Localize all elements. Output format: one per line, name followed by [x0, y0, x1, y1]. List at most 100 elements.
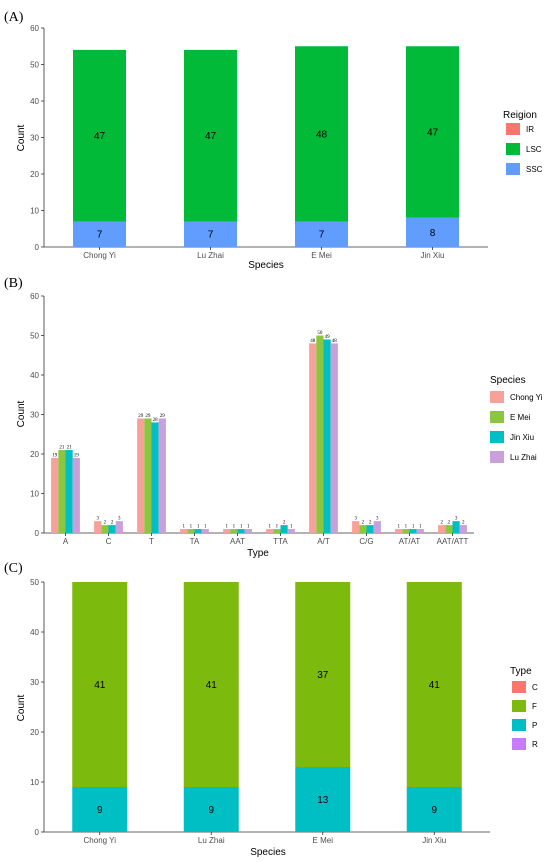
panel-b-y-tick-label: 50: [30, 332, 39, 341]
panel-b-bar-lu-zhai: [287, 529, 295, 533]
panel-b-y-tick-label: 0: [35, 529, 40, 538]
panel-c-y-tick-label: 20: [30, 728, 39, 737]
panel-b-x-tick-label: T: [149, 537, 154, 546]
panel-b-bar-chong-yi: [137, 418, 145, 533]
panel-b-bar-value-label: 48: [310, 339, 316, 344]
panel-c-y-tick-label: 50: [30, 578, 39, 587]
panel-b-bar-value-label: 3: [455, 517, 458, 522]
panel-b-bar-jin-xiu: [409, 529, 417, 533]
panel-c-segment-label: 9: [208, 805, 214, 816]
panel-b-y-tick-label: 60: [30, 292, 39, 301]
panel-b-bar-e-mei: [402, 529, 410, 533]
panel-b-bar-e-mei: [359, 525, 367, 533]
panel-c-legend-title: Type: [510, 666, 532, 677]
panel-b-bar-chong-yi: [180, 529, 188, 533]
panel-b-y-tick-label: 40: [30, 371, 39, 380]
panel-c-segment-label: 41: [206, 680, 218, 691]
panel-a-segment-label: 7: [208, 230, 214, 241]
panel-c-bar-f: [295, 582, 351, 767]
panel-label-b: (B): [4, 276, 23, 291]
panel-b-bar-value-label: 49: [325, 335, 331, 340]
panel-b-bar-lu-zhai: [115, 521, 123, 533]
panel-b-x-tick-label: A/T: [317, 537, 330, 546]
panel-b-bar-lu-zhai: [373, 521, 381, 533]
panel-b-x-tick-label: A: [63, 537, 69, 546]
panel-b-bar-value-label: 1: [247, 525, 250, 530]
panel-c-bar-f: [72, 582, 128, 787]
panel-b-bar-jin-xiu: [323, 339, 331, 533]
panel-b-bar-value-label: 1: [204, 525, 207, 530]
panel-b-legend-title: Species: [490, 375, 526, 386]
panel-b-bar-value-label: 29: [145, 414, 151, 419]
panel-b-bar-value-label: 1: [397, 525, 400, 530]
panel-c-legend-label: P: [532, 721, 537, 730]
panel-a-bar-lsc: [73, 49, 126, 222]
panel-c-bar-p: [295, 767, 351, 832]
panel-a-x-ticks: Chong Yi Lu Zhai E Mei Jin Xiu: [83, 247, 445, 260]
panel-a-y-tick-label: 60: [30, 24, 39, 33]
panel-b-bar-jin-xiu: [194, 529, 202, 533]
panel-c-legend-label: C: [532, 683, 538, 692]
panel-b-bar-lu-zhai: [330, 343, 338, 533]
panel-c-y-axis-title: Count: [16, 694, 27, 721]
panel-a-x-tick-label: Chong Yi: [83, 251, 116, 260]
panel-b-bar-value-label: 1: [225, 525, 228, 530]
panel-a-segment-label: 7: [97, 230, 103, 241]
panel-c-segment-label: 9: [97, 805, 103, 816]
panel-c-x-tick-label: Lu Zhai: [198, 836, 225, 845]
panel-b-y-tick-label: 10: [30, 490, 39, 499]
panel-a: (A) 0 10 20 30 40 50 60 7 47 7 47 7 48 8 47 Chong Yi L…: [4, 10, 543, 271]
panel-b-legend-key: [490, 411, 504, 423]
panel-b-x-tick-label: AT/AT: [399, 537, 421, 546]
panel-a-y-tick-label: 0: [35, 243, 40, 252]
panel-c-x-axis-title: Species: [250, 847, 286, 858]
panel-c-bar-f: [183, 582, 239, 787]
panel-b-bar-chong-yi: [94, 521, 102, 533]
panel-a-legend-label: IR: [526, 125, 534, 134]
panel-a-y-tick-label: 40: [30, 97, 39, 106]
panel-a-bar-ssc: [295, 221, 348, 247]
panel-b-bar-lu-zhai: [416, 529, 424, 533]
panel-c-x-tick-label: E Mei: [313, 836, 334, 845]
panel-c-legend-label: R: [532, 740, 538, 749]
panel-a-legend-label: SSC: [526, 165, 543, 174]
panel-a-bar-ssc: [406, 217, 459, 247]
panel-c-x-tick-label: Chong Yi: [84, 836, 117, 845]
panel-a-legend-key: [506, 143, 520, 155]
panel-b-bar-e-mei: [316, 335, 324, 533]
panel-b-bar-value-label: 1: [419, 525, 422, 530]
panel-c-x-ticks: Chong Yi Lu Zhai E Mei Jin Xiu: [84, 832, 446, 845]
panel-b-legend: Chong Yi E Mei Jin Xiu Lu Zhai: [490, 391, 543, 463]
panel-c-segment-label: 13: [317, 795, 329, 806]
panel-c-legend-key: [512, 738, 526, 750]
panel-a-x-tick-label: Jin Xiu: [420, 251, 444, 260]
panel-b-bar-value-label: 21: [67, 446, 73, 451]
panel-b-bar-lu-zhai: [459, 525, 467, 533]
panel-c-legend-label: F: [532, 702, 537, 711]
panel-b-bar-value-label: 28: [153, 418, 159, 423]
panel-b-bar-value-label: 3: [96, 517, 99, 522]
panel-b-bar-chong-yi: [352, 521, 360, 533]
panel-b-legend-label: Lu Zhai: [510, 453, 537, 462]
panel-c: (C) 0 10 20 30 40 50 9 41 9 41 13 37 9 41 Chong Yi Lu…: [4, 561, 538, 858]
panel-a-bar-ssc: [73, 221, 126, 247]
panel-c-y-tick-label: 40: [30, 628, 39, 637]
panel-b-legend-key: [490, 451, 504, 463]
panel-b-bar-e-mei: [187, 529, 195, 533]
panel-a-segment-label: 47: [427, 128, 439, 139]
panel-b-bar-jin-xiu: [151, 422, 159, 533]
panel-b-bar-value-label: 2: [448, 521, 451, 526]
panel-a-legend-title: Reigion: [503, 110, 537, 121]
panel-a-legend-label: LSC: [526, 145, 542, 154]
panel-c-segment-label: 9: [431, 805, 437, 816]
panel-c-legend-key: [512, 719, 526, 731]
panel-b-bar-lu-zhai: [72, 457, 80, 533]
panel-b-bar-value-label: 29: [138, 414, 144, 419]
panel-b-bar-jin-xiu: [65, 450, 73, 533]
panel-a-y-axis-title: Count: [16, 124, 27, 151]
panel-b-bar-value-label: 1: [290, 525, 293, 530]
panel-a-bar-lsc: [184, 49, 237, 222]
panel-b-bar-chong-yi: [223, 529, 231, 533]
